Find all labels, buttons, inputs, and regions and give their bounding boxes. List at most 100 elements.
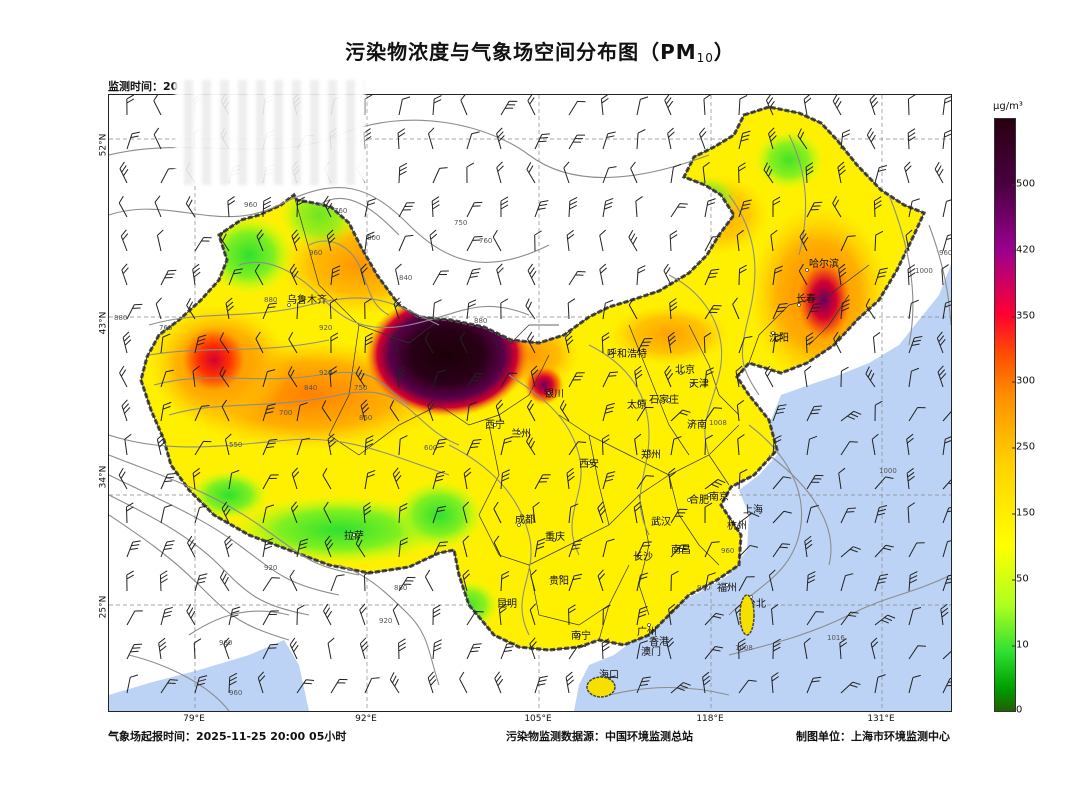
wind-barb <box>564 331 574 354</box>
wind-barb <box>124 433 132 456</box>
svg-text:600: 600 <box>424 444 437 452</box>
svg-text:石家庄: 石家庄 <box>649 393 679 406</box>
wind-barb <box>832 95 842 116</box>
wind-barb <box>838 467 846 490</box>
wind-barb <box>942 539 951 558</box>
wind-barb <box>942 435 951 456</box>
wind-barb <box>160 473 176 490</box>
wind-barb <box>664 365 674 388</box>
wind-barb <box>736 229 744 252</box>
wind-barb <box>160 679 178 694</box>
wind-barb <box>738 199 752 218</box>
wind-barb <box>288 332 298 354</box>
wind-barb <box>321 400 332 422</box>
wind-barb <box>359 603 367 626</box>
wind-barb <box>874 573 889 592</box>
wind-barb <box>772 638 781 660</box>
wind-barb <box>364 198 376 218</box>
wind-barb <box>496 263 504 286</box>
wind-barb <box>702 671 711 694</box>
wind-barb <box>390 331 400 354</box>
wind-barb <box>126 95 135 116</box>
svg-text:960: 960 <box>229 689 242 697</box>
wind-barb <box>498 603 507 626</box>
wind-barb <box>194 573 208 592</box>
svg-text:广州: 广州 <box>637 626 657 638</box>
wind-barb <box>389 672 400 694</box>
wind-barb <box>908 299 919 320</box>
wind-barb <box>392 467 402 490</box>
svg-text:兰州: 兰州 <box>511 427 531 440</box>
svg-text:960: 960 <box>244 201 257 209</box>
wind-barb <box>153 127 162 150</box>
wind-barb <box>529 603 537 626</box>
wind-barb <box>223 637 231 660</box>
wind-barb <box>568 503 579 524</box>
wind-barb <box>806 303 822 320</box>
svg-text:550: 550 <box>229 441 242 449</box>
wind-barb <box>840 611 859 626</box>
wind-barb <box>121 263 129 286</box>
wind-barb <box>772 476 792 490</box>
wind-barb <box>500 372 518 388</box>
city-guiyang: 贵阳 <box>549 574 569 587</box>
wind-barb <box>355 366 366 388</box>
wind-barb <box>330 574 345 592</box>
wind-barb <box>838 263 847 286</box>
wind-barb <box>738 264 747 286</box>
wind-barb <box>225 297 234 320</box>
wind-barb <box>597 501 607 524</box>
wind-barb <box>262 474 279 490</box>
wind-barb <box>738 162 746 184</box>
wind-barb <box>364 469 376 490</box>
wind-barb <box>806 435 818 456</box>
wind-barb <box>432 369 447 388</box>
isobar-lines <box>109 119 951 711</box>
wind-barb <box>937 365 947 388</box>
wind-barb <box>704 479 726 490</box>
wind-barb <box>568 604 576 626</box>
wind-barb <box>602 604 611 626</box>
wind-barb <box>704 612 724 626</box>
wind-barb <box>601 332 610 354</box>
wind-barb <box>296 679 315 694</box>
city-chengdu: 成都 <box>515 514 535 527</box>
producer: 制图单位：上海市环境监测中心 <box>796 730 950 743</box>
wind-barb <box>563 161 570 184</box>
wind-barb <box>526 161 536 184</box>
wind-barb <box>628 297 638 320</box>
wind-barb <box>496 127 505 150</box>
wind-barb <box>398 435 408 456</box>
wind-barb <box>527 331 536 354</box>
wind-barb <box>599 229 607 252</box>
wind-barb <box>466 438 482 456</box>
wind-barb <box>704 541 720 558</box>
wind-barb <box>427 127 435 150</box>
colorbar-unit: μg/m³ <box>993 101 1023 112</box>
wind-barb <box>670 409 691 422</box>
wind-barb <box>185 196 196 218</box>
svg-text:960: 960 <box>219 639 232 647</box>
svg-text:合肥: 合肥 <box>689 493 709 506</box>
svg-text:北京: 北京 <box>675 363 695 376</box>
wind-barb <box>634 365 643 388</box>
svg-text:天津: 天津 <box>689 378 709 390</box>
svg-text:西宁: 西宁 <box>485 418 505 431</box>
wind-barb <box>126 303 143 320</box>
wind-barb <box>500 642 515 660</box>
wind-barb <box>459 671 468 694</box>
wind-barb <box>219 332 230 354</box>
map-canvas[interactable]: 960 760 800 750 760 840 880 920 960 1000… <box>108 94 952 712</box>
wind-barb <box>431 196 440 218</box>
wind-barb <box>670 570 679 592</box>
wind-barb <box>601 638 610 660</box>
svg-text:澳门: 澳门 <box>641 645 661 658</box>
wind-barb <box>732 297 740 320</box>
city-nanchang: 南昌 <box>671 543 691 556</box>
wind-barb <box>462 535 470 558</box>
wind-barb <box>296 196 305 218</box>
wind-barb <box>153 95 162 116</box>
wind-barb <box>324 535 334 558</box>
city-wuhan: 武汉 <box>651 515 671 528</box>
wind-barb <box>534 133 550 150</box>
